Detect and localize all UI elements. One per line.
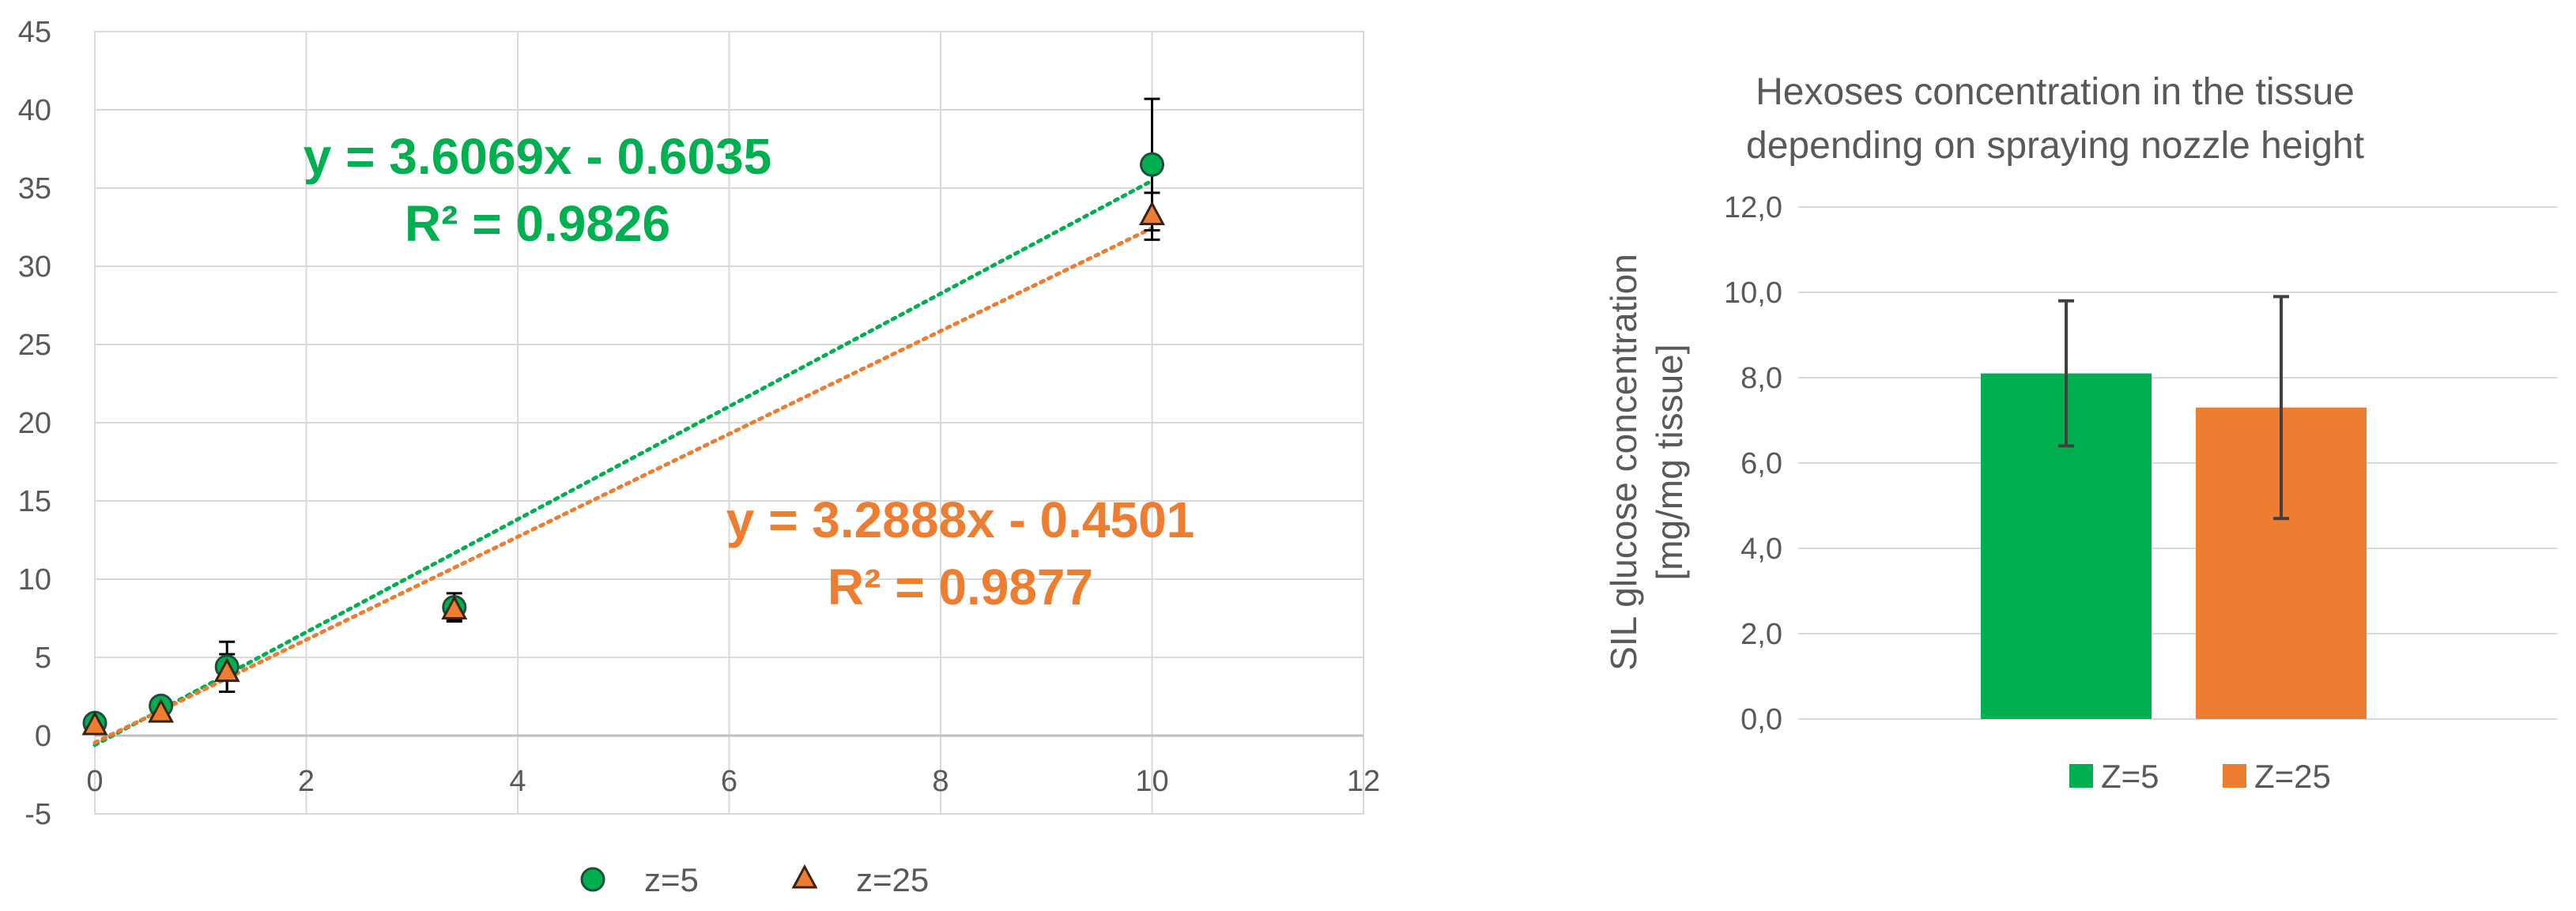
point-z=25 xyxy=(1138,201,1166,226)
x-tick-label: 6 xyxy=(721,765,737,798)
y-tick-label: 30 xyxy=(18,250,51,284)
y-tick-label: 10,0 xyxy=(1724,277,1782,310)
legend-marker-z=5 xyxy=(580,867,605,892)
y-tick-label: 40 xyxy=(18,94,51,127)
trendline-r2-z=5: R² = 0.9826 xyxy=(405,195,670,252)
trendline-r2-z=25: R² = 0.9877 xyxy=(828,559,1093,615)
y-tick-label: 8,0 xyxy=(1741,362,1782,395)
trendline-equation-z=25: y = 3.2888x - 0.4501 xyxy=(726,491,1195,548)
trendline-z=5 xyxy=(92,179,1154,747)
point-z=25 xyxy=(213,657,240,683)
legend-label-Z=5: Z=5 xyxy=(2101,758,2159,795)
y-tick-label: 25 xyxy=(18,329,51,362)
y-tick-label: 12,0 xyxy=(1724,191,1782,224)
point-z=25 xyxy=(148,698,175,723)
scatter-chart: -5 0 5 10 15 20 25 30 35 40 45 0 2 4 6 8 10 12 y = 3.6069x… xyxy=(18,16,1380,898)
bar-legend: Z=5 Z=25 xyxy=(2069,758,2331,795)
y-tick-label: 45 xyxy=(18,16,51,49)
x-tick-label: 2 xyxy=(298,765,315,798)
y-tick-label: 6,0 xyxy=(1741,447,1782,480)
legend-label-z=5: z=5 xyxy=(644,861,699,898)
chart-title-line-1: Hexoses concentration in the tissue xyxy=(1756,71,2355,113)
trendline-equation-z=5: y = 3.6069x - 0.6035 xyxy=(304,128,772,185)
y-tick-label: 0 xyxy=(35,720,51,753)
scatter-legend: z=5 z=25 xyxy=(580,861,929,898)
point-z=25 xyxy=(81,710,108,736)
y-tick-label: 2,0 xyxy=(1741,618,1782,651)
x-tick-label: 0 xyxy=(86,765,103,798)
y-axis-label: SIL glucose concentration [mg/mg tissue] xyxy=(1603,254,1690,671)
trendline-z=25 xyxy=(92,226,1154,745)
bar-chart: Hexoses concentration in the tissue depen… xyxy=(1603,71,2557,795)
y-tick-label: -5 xyxy=(25,798,51,831)
y-tick-label: 0,0 xyxy=(1741,703,1782,736)
x-tick-label: 4 xyxy=(509,765,526,798)
legend-swatch-Z=25 xyxy=(2223,764,2246,788)
legend-marker-z=25 xyxy=(791,864,818,889)
legend-label-Z=25: Z=25 xyxy=(2254,758,2331,795)
y-tick-label: 10 xyxy=(18,563,51,597)
y-tick-label: 15 xyxy=(18,485,51,518)
legend-label-z=25: z=25 xyxy=(856,861,929,898)
y-tick-label: 35 xyxy=(18,172,51,205)
y-tick-label: 20 xyxy=(18,407,51,440)
point-z=25 xyxy=(441,595,468,619)
y-axis-label-line-1: SIL glucose concentration xyxy=(1603,254,1644,671)
x-tick-label: 8 xyxy=(932,765,949,798)
y-tick-label: 4,0 xyxy=(1741,533,1782,566)
legend-swatch-Z=5 xyxy=(2069,764,2093,788)
y-tick-label: 5 xyxy=(35,642,51,675)
y-axis-label-line-2: [mg/mg tissue] xyxy=(1649,344,1690,580)
point-z=5 xyxy=(1140,152,1164,177)
x-tick-label: 10 xyxy=(1135,765,1168,798)
x-tick-label: 12 xyxy=(1347,765,1380,798)
chart-title-line-2: depending on spraying nozzle height xyxy=(1746,125,2364,167)
